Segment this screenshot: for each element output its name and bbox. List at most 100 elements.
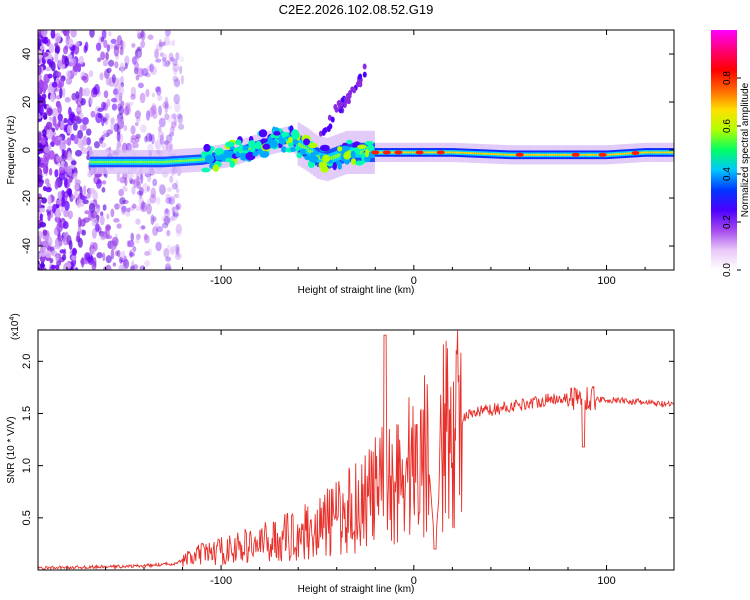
- spectrogram-noise-cell: [134, 61, 140, 72]
- spectrogram-peak-cell: [133, 160, 136, 164]
- spectrogram-xtick-label: -100: [210, 275, 232, 287]
- spectrogram-peak-cell: [661, 151, 665, 154]
- spectrogram-blob: [270, 139, 278, 149]
- spectrogram-noise-cell: [140, 30, 145, 39]
- snr-plot-area: [38, 330, 674, 570]
- spectrogram-noise-cell: [113, 43, 120, 51]
- spectrogram-noise-cell: [169, 175, 174, 184]
- spectrogram-peak-cell: [122, 160, 125, 164]
- colorbar: 0.0 0.2 0.4 0.6 0.8 Normalized spectral ampl…: [711, 30, 750, 277]
- spectrogram-noise-cell: [38, 131, 42, 142]
- spectrogram-noise-cell: [168, 52, 174, 62]
- spectrogram-noise-cell: [64, 200, 70, 211]
- spectrogram-peak-cell: [551, 153, 555, 156]
- spectrogram-streak: [330, 116, 335, 123]
- spectrogram-noise-cell: [118, 188, 124, 197]
- spectrogram-peak-cell: [145, 160, 148, 164]
- spectrogram-peak-cell: [657, 151, 661, 154]
- spectrogram-noise-cell: [147, 111, 154, 117]
- spectrogram-noise-cell: [48, 43, 55, 53]
- spectrogram-peak-cell: [189, 159, 192, 162]
- spectrogram-noise-cell: [135, 136, 140, 143]
- spectrogram-peak-cell: [201, 158, 204, 161]
- spectrogram-noise-cell: [116, 223, 122, 229]
- spectrogram-noise-cell: [149, 63, 155, 73]
- snr-series-line: [37, 330, 674, 571]
- spectrogram-peak-cell: [665, 151, 668, 154]
- spectrogram-peak-cell: [299, 143, 302, 148]
- spectrogram-noise-cell: [175, 246, 180, 258]
- spectrogram-noise-cell: [47, 205, 53, 211]
- spectrogram-noise-cell: [66, 70, 71, 79]
- spectrogram-noise-cell: [154, 48, 159, 60]
- spectrogram-peak-cell: [160, 160, 163, 164]
- spectrogram-noise-cell: [54, 52, 59, 63]
- spectrogram-streak: [358, 73, 363, 80]
- spectrogram-noise-cell: [125, 210, 131, 217]
- spectrogram-noise-cell: [69, 58, 77, 67]
- spectrogram-noise-cell: [129, 177, 133, 184]
- spectrogram-noise-cell: [151, 92, 156, 98]
- spectrogram-peak-cell: [617, 153, 620, 156]
- spectrogram-noise-cell: [159, 184, 166, 195]
- spectrogram-noise-cell: [45, 186, 52, 193]
- spectrogram-noise-cell: [78, 55, 84, 65]
- spectrogram-noise-cell: [179, 65, 183, 75]
- spectrogram-noise-cell: [55, 199, 62, 205]
- spectrogram-noise-cell: [45, 121, 53, 130]
- spectrogram-noise-cell: [174, 101, 181, 113]
- spectrogram-noise-cell: [136, 190, 143, 196]
- spectrogram-peak-cell: [108, 160, 111, 164]
- spectrogram-noise-cell: [110, 38, 117, 45]
- spectrogram-peak-cell: [247, 147, 250, 151]
- spectrogram-peak-cell: [476, 152, 480, 155]
- spectrogram-peak-cell: [378, 151, 381, 154]
- spectrogram-peak-cell: [671, 151, 674, 154]
- spectrogram-noise-cell: [38, 236, 42, 246]
- spectrogram-blob: [218, 153, 225, 161]
- spectrogram-noise-cell: [68, 188, 72, 198]
- spectrogram-noise-cell: [71, 195, 76, 200]
- spectrogram-noise-cell: [74, 115, 81, 121]
- spectrogram-peak-cell: [89, 160, 92, 164]
- spectrogram-noise-cell: [158, 38, 163, 48]
- spectrogram-noise-cell: [137, 67, 144, 78]
- spectrogram-blob: [343, 151, 351, 160]
- spectrogram-noise-cell: [41, 36, 48, 43]
- spectrogram-noise-cell: [68, 240, 73, 251]
- spectrogram-peak-cell: [605, 153, 609, 156]
- spectrogram-noise-cell: [84, 87, 91, 97]
- spectrogram-noise-cell: [154, 222, 159, 229]
- spectrogram-peak-cell: [434, 151, 437, 154]
- spectrogram-noise-cell: [140, 201, 148, 213]
- spectrogram-peak-cell: [174, 160, 177, 163]
- spectrogram-blob: [290, 146, 297, 152]
- snr-xtick-label: 100: [597, 575, 615, 587]
- spectrogram-peak-cell: [540, 153, 543, 156]
- spectrogram-peak-cell: [523, 153, 526, 156]
- spectrogram-peak-cell: [430, 151, 433, 154]
- spectrogram-noise-cell: [164, 263, 172, 270]
- spectrogram-noise-cell: [135, 74, 140, 81]
- spectrogram-noise-cell: [134, 49, 138, 60]
- spectrogram-noise-cell: [59, 141, 66, 152]
- spectrogram-noise-cell: [158, 117, 166, 128]
- spectrogram-noise-cell: [157, 95, 163, 102]
- spectrogram-noise-cell: [165, 266, 172, 270]
- spectrogram-noise-cell: [42, 229, 48, 236]
- spectrogram-ytick-label: 20: [21, 96, 33, 108]
- spectrogram-blob: [355, 160, 364, 166]
- spectrogram-noise-cell: [167, 60, 172, 65]
- spectrogram-blob: [309, 152, 316, 157]
- spectrogram-noise-cell: [156, 226, 164, 233]
- spectrogram-peak-cell: [654, 151, 657, 154]
- spectrogram-noise-cell: [170, 206, 175, 214]
- spectrogram-noise-cell: [70, 30, 77, 38]
- spectrogram-ytick-label: -20: [21, 190, 33, 206]
- spectrogram-noise-cell: [38, 181, 43, 188]
- spectrogram-peak-cell: [548, 153, 551, 156]
- spectrogram-peak-cell: [149, 160, 152, 164]
- spectrogram-blob: [366, 144, 375, 152]
- spectrogram-noise-cell: [51, 81, 58, 88]
- spectrogram-peak-cell: [449, 151, 453, 154]
